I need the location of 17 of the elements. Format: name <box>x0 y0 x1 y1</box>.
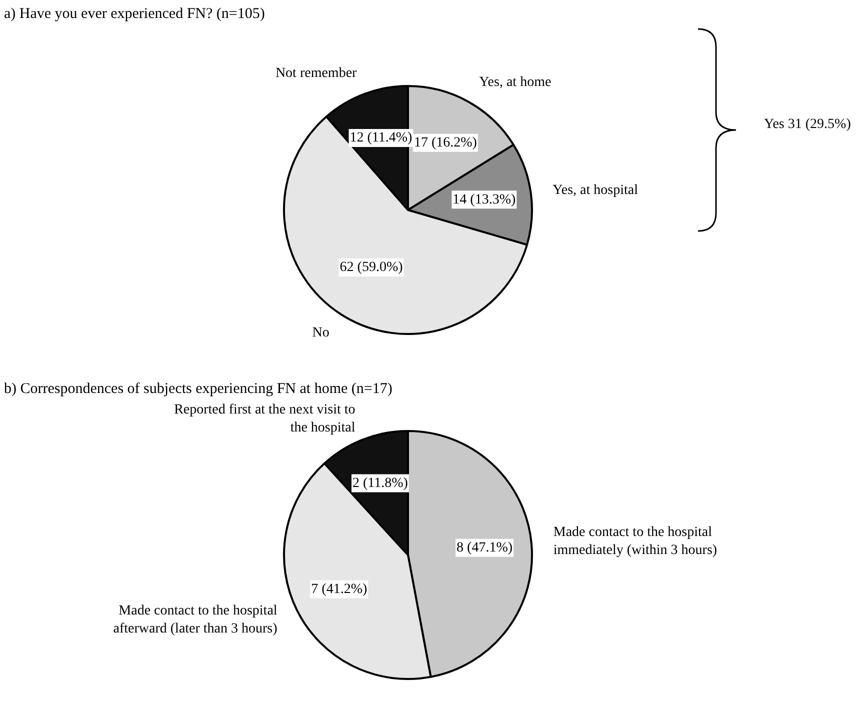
chart-title: b) Correspondences of subjects experiencing FN at home (n=17) <box>3 380 394 399</box>
text: Yes 31 (29.5%) <box>764 116 852 133</box>
data-label: 2 (11.8%) <box>352 476 408 491</box>
slice-label: Not remember <box>275 66 358 81</box>
data-label: 62 (59.0%) <box>340 260 404 276</box>
slice-label: Yes, at home <box>479 75 552 90</box>
text: a) Have you ever experienced FN? (n=105) <box>3 5 266 24</box>
slice-label: No <box>312 326 330 341</box>
data-label: 12 (11.4%) <box>350 130 413 146</box>
data-label: 17 (16.2%) <box>414 136 478 151</box>
data-label: 14 (13.3%) <box>452 192 516 208</box>
slice-label: Yes, at hospital <box>552 183 638 198</box>
slice-label: Made contact to the hospital afterward (later than 3 hours) <box>113 604 278 637</box>
data-label: 8 (47.1%) <box>456 540 513 556</box>
slice-label: Made contact to the hospital immediately (within 3 hours) <box>553 525 718 558</box>
data-label: 7 (41.2%) <box>311 582 368 597</box>
slice-label: Reported first at the next visit to the hospital <box>174 402 356 436</box>
